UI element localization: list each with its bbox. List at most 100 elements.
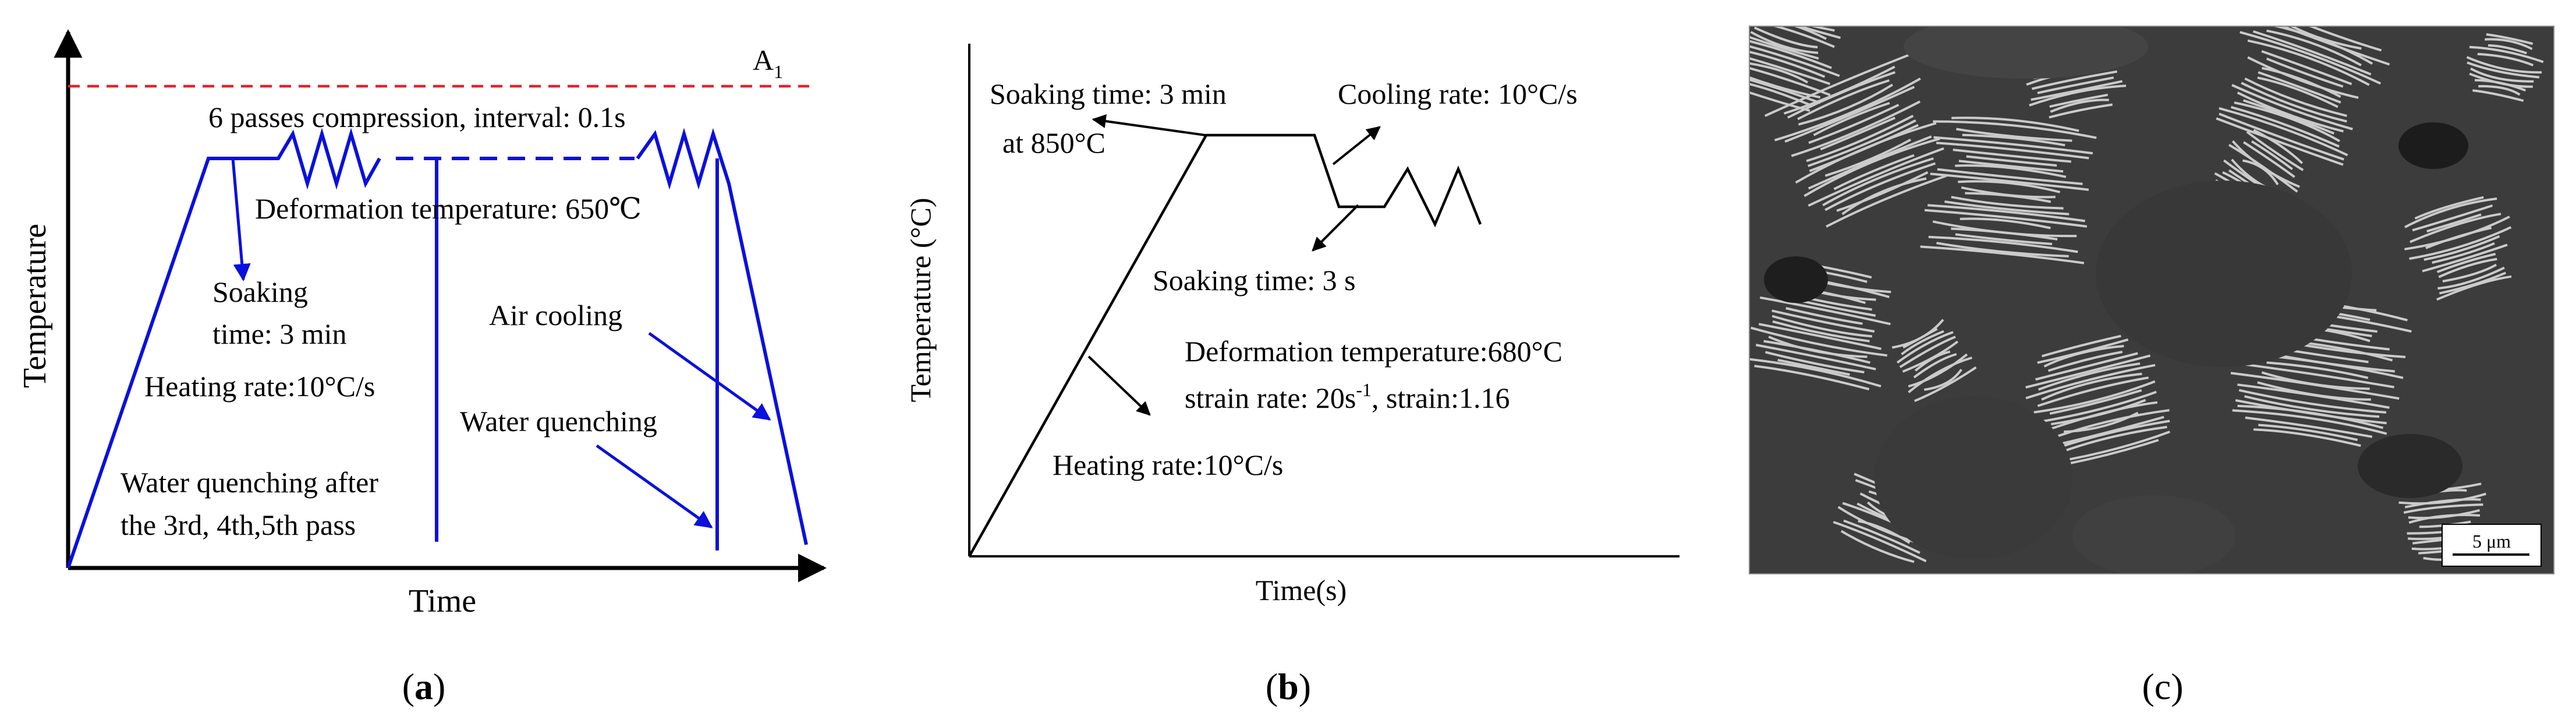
soak-label-line2: at 850°C [1002, 126, 1105, 159]
sem-micrograph [1749, 0, 2554, 574]
panel-b-caption: (b) [1266, 666, 1311, 707]
lamella [1771, 315, 1872, 338]
lamella [2042, 334, 2121, 358]
lamella [1749, 83, 1813, 107]
lamella [2272, 26, 2373, 65]
heating-arrow [1087, 355, 1151, 416]
scale-bar-label: 5 μm [2472, 531, 2511, 552]
lamella [1965, 192, 2051, 203]
lamella [2266, 361, 2369, 379]
lamella [2472, 89, 2524, 102]
lamella [2240, 31, 2382, 85]
panel-b-ylabel: Temperature (°C) [904, 197, 937, 402]
lamella [2488, 44, 2527, 55]
lamella [2230, 105, 2340, 148]
lamella [1858, 520, 1911, 544]
lamella [1933, 136, 2093, 155]
panel-b-schedule [968, 133, 1482, 557]
lamella [1956, 128, 2072, 142]
lamella [1785, 307, 1863, 325]
lamella [1749, 76, 1821, 99]
a1-label: A1 [753, 44, 783, 82]
lamella [1808, 104, 1900, 144]
lamella [2485, 38, 2533, 50]
lamella [2426, 213, 2482, 233]
lamella [2242, 99, 2335, 135]
lamella [1758, 323, 1881, 350]
lamella [2252, 30, 2372, 76]
lamella [2035, 352, 2138, 381]
soaking-arrow [231, 158, 251, 281]
lamella [2241, 82, 2347, 123]
lamella [1749, 50, 1826, 78]
lamella [1924, 209, 2088, 228]
lamella [2253, 428, 2361, 447]
lamella [1749, 358, 1881, 388]
lamella [1958, 180, 2060, 193]
lamella [1953, 149, 2071, 163]
heating-rate-label: Heating rate:10°C/s [144, 370, 375, 403]
lamella [2410, 213, 2501, 243]
lamella [1806, 115, 1914, 163]
lamella [1824, 162, 1936, 211]
lamella [1951, 196, 2064, 210]
lamella [1936, 242, 2069, 257]
panel-a: A1 Temperature Time 6 passes compression… [17, 29, 827, 707]
lamella [1840, 530, 1915, 563]
soaking-label-line1: Soaking [212, 276, 308, 308]
lamella [1833, 154, 1915, 190]
lamella [2242, 159, 2279, 185]
lamella [1902, 327, 1938, 349]
lamella [1836, 171, 1929, 212]
panel-a-ylabel: Temperature [17, 224, 53, 388]
final-passes-segment [636, 128, 808, 545]
lamella [2436, 275, 2512, 301]
lamella [2049, 103, 2113, 119]
lamella [1843, 519, 1921, 554]
strain-label: strain rate: 20s-1, strain:1.16 [1185, 379, 1510, 414]
lamella [2043, 345, 2124, 368]
lamella [2437, 266, 2505, 290]
lamella [2037, 76, 2114, 94]
lamella [2438, 257, 2497, 278]
lamella [2033, 380, 2156, 414]
lamella [1798, 83, 1893, 126]
cooling-rate-label: Cooling rate: 10°C/s [1338, 77, 1578, 110]
heating-soaking-segment [66, 128, 381, 569]
lamella [2219, 107, 2348, 157]
lamella [2234, 101, 2340, 142]
lamella [2257, 76, 2338, 108]
lamella [1764, 53, 1911, 117]
lamella [1899, 336, 1956, 368]
lamella [1955, 164, 2067, 178]
lamella [2404, 498, 2481, 509]
lamella [2246, 130, 2304, 171]
lamella [1808, 135, 1932, 190]
lamella [1753, 26, 1818, 48]
lamella [1803, 137, 1940, 197]
wq-after-label-line2: the 3rd, 4th,5th pass [121, 509, 356, 541]
lamella [2232, 409, 2387, 435]
lamella [1749, 45, 1840, 77]
lamella [2477, 52, 2534, 66]
lamella [2404, 197, 2497, 228]
lamella [1787, 71, 1896, 119]
deformation-label: Deformation temperature: 650℃ [255, 192, 642, 225]
lamella [1752, 0, 1842, 16]
lamella [1951, 117, 2079, 132]
panel-b: Temperature (°C) Time(s) Soaking time: 3… [904, 44, 1679, 707]
lamella [1822, 157, 1934, 207]
lamella [1771, 26, 1835, 48]
lamella [2403, 503, 2483, 514]
lamella [1749, 62, 1809, 84]
lamella [1928, 235, 2078, 253]
lamella [2037, 376, 2149, 407]
lamella [2307, 26, 2382, 52]
lamella [2442, 263, 2497, 283]
lamella [1824, 138, 1912, 177]
lamella [2262, 66, 2341, 98]
air-cooling-label: Air cooling [489, 299, 622, 331]
lamella [2245, 417, 2373, 438]
lamella [2025, 364, 2156, 400]
lamella [2486, 33, 2534, 45]
